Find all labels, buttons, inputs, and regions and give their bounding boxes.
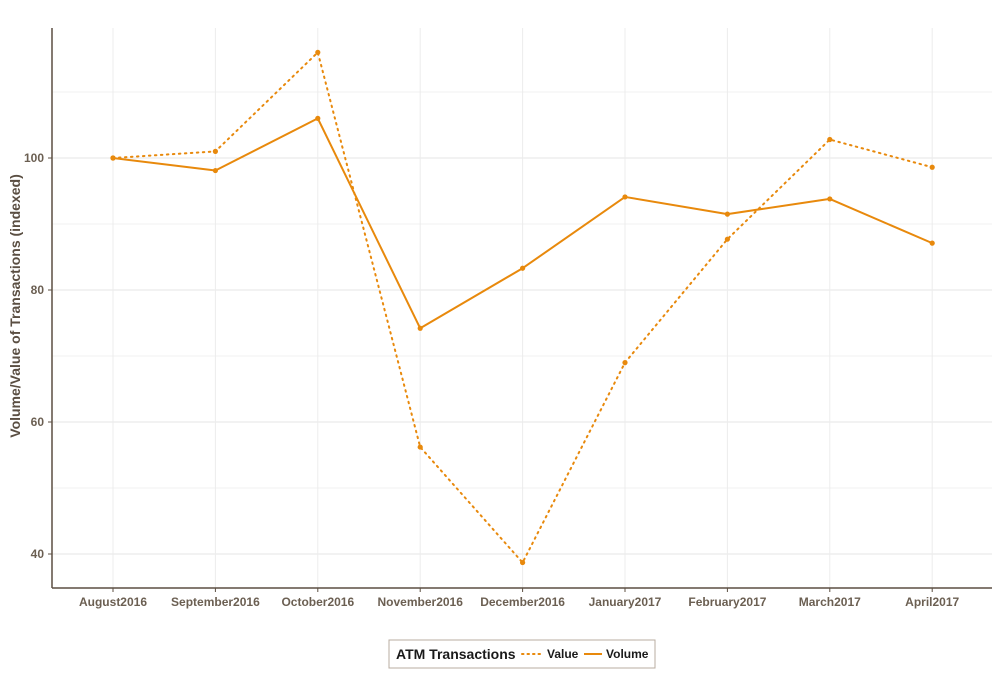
data-point-volume bbox=[417, 325, 423, 331]
data-point-volume bbox=[929, 240, 935, 246]
x-tick-label: December2016 bbox=[480, 595, 565, 609]
axes bbox=[51, 28, 992, 589]
legend-label-value: Value bbox=[547, 647, 579, 661]
data-point-volume bbox=[315, 115, 321, 121]
legend: ATM Transactions Value Volume bbox=[388, 639, 656, 669]
y-axis-title: Volume/Value of Transactions (indexed) bbox=[7, 174, 23, 437]
x-tick-label: March2017 bbox=[799, 595, 861, 609]
legend-title: ATM Transactions bbox=[396, 646, 516, 662]
data-point-volume bbox=[110, 155, 116, 161]
data-point-value bbox=[724, 236, 731, 242]
x-tick-label: August2016 bbox=[79, 595, 147, 609]
data-point-volume bbox=[212, 167, 218, 174]
data-point-value bbox=[520, 559, 526, 566]
data-point-volume bbox=[622, 194, 628, 200]
data-point-value bbox=[315, 49, 321, 56]
data-point-volume bbox=[827, 196, 833, 202]
grid-lines bbox=[52, 28, 992, 588]
series-lines bbox=[110, 49, 935, 566]
x-axis-ticks: August2016 September2016 October2016 Novemb… bbox=[79, 588, 960, 609]
data-point-value bbox=[417, 444, 423, 450]
data-point-value bbox=[212, 148, 218, 154]
y-axis-ticks: 40 60 80 100 bbox=[24, 151, 52, 561]
data-point-value bbox=[929, 164, 935, 170]
y-tick-label: 60 bbox=[31, 415, 45, 429]
data-point-value bbox=[827, 136, 833, 143]
x-tick-label: October2016 bbox=[281, 595, 354, 609]
x-tick-label: February2017 bbox=[688, 595, 766, 609]
data-point-volume bbox=[724, 211, 731, 217]
x-tick-label: January2017 bbox=[589, 595, 662, 609]
x-tick-label: November2016 bbox=[378, 595, 464, 609]
x-tick-label: September2016 bbox=[171, 595, 260, 609]
y-tick-label: 40 bbox=[31, 547, 45, 561]
y-tick-label: 80 bbox=[31, 283, 45, 297]
data-point-value bbox=[622, 360, 628, 366]
x-tick-label: April2017 bbox=[905, 595, 959, 609]
series-line-value bbox=[112, 51, 934, 564]
y-tick-label: 100 bbox=[24, 151, 44, 165]
data-point-volume bbox=[520, 265, 526, 271]
legend-label-volume: Volume bbox=[606, 647, 649, 661]
